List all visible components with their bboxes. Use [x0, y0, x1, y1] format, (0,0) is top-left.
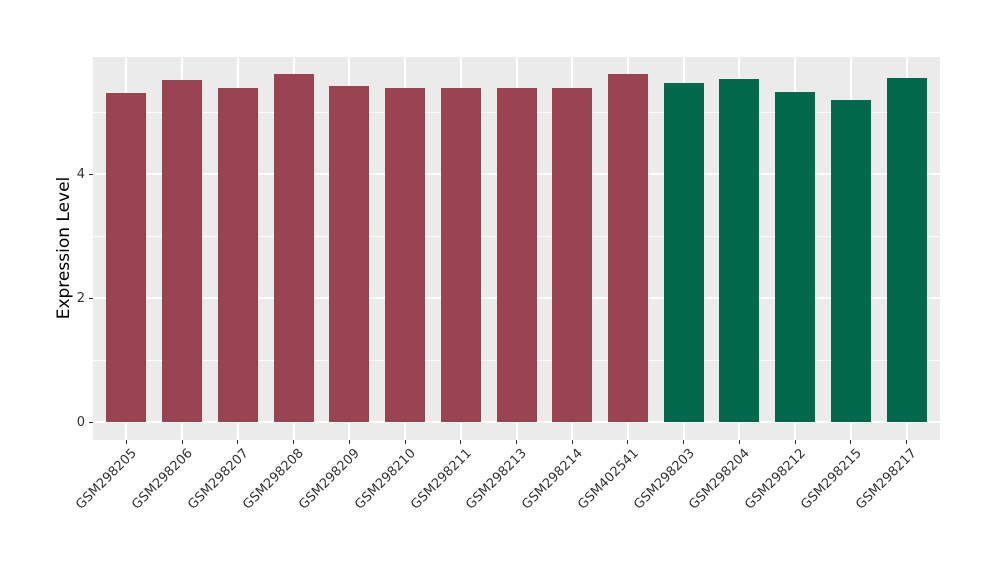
y-tick-label: 0: [76, 414, 85, 430]
bar-GSM298210: [385, 87, 426, 422]
y-tick-label: 4: [76, 166, 85, 182]
x-tick-mark: [125, 440, 127, 444]
plot-panel: [93, 57, 940, 440]
x-tick-mark: [738, 440, 740, 444]
y-tick-mark: [89, 297, 93, 299]
x-tick-mark: [516, 440, 517, 444]
y-tick-label: 2: [76, 290, 85, 306]
bar-GSM298212: [775, 92, 816, 422]
bar-GSM298217: [886, 77, 927, 422]
bar-GSM402541: [607, 74, 648, 422]
x-tick-mark: [794, 440, 796, 444]
x-tick-mark: [850, 440, 852, 444]
x-tick-mark: [237, 440, 239, 444]
bar-GSM298211: [440, 87, 481, 422]
gridline-major: [93, 421, 940, 423]
bar-GSM298205: [106, 93, 147, 422]
x-tick-mark: [571, 440, 573, 444]
y-tick-mark: [89, 173, 93, 175]
bar-GSM298213: [496, 87, 537, 422]
x-tick-mark: [683, 440, 685, 444]
bar-GSM298214: [552, 88, 593, 422]
bar-GSM298207: [217, 88, 258, 422]
x-tick-mark: [404, 440, 406, 444]
bar-GSM298215: [830, 100, 871, 422]
x-tick-mark: [181, 440, 183, 444]
x-tick-mark: [906, 440, 908, 444]
y-tick-mark: [89, 421, 93, 423]
x-tick-mark: [627, 440, 629, 444]
x-tick-mark: [293, 440, 295, 444]
x-tick-mark: [348, 440, 350, 444]
bar-GSM298206: [162, 80, 203, 422]
bar-GSM298203: [663, 82, 704, 422]
bar-GSM298209: [329, 85, 370, 422]
bar-GSM298208: [273, 73, 314, 422]
bar-GSM298204: [719, 78, 760, 422]
x-tick-mark: [460, 440, 462, 444]
